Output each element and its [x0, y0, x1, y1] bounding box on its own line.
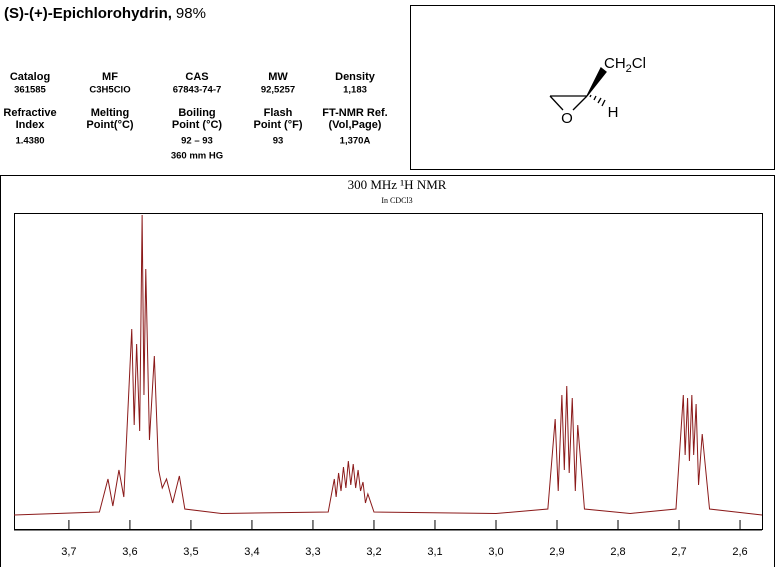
x-tick-label: 3,5 [183, 546, 198, 558]
oxygen: O [561, 110, 573, 127]
x-tick-label: 3,6 [122, 546, 137, 558]
hash-bond [589, 94, 606, 107]
property-label: FT-NMR Ref. [322, 107, 387, 119]
property-label: Index [16, 119, 46, 131]
molecule [549, 66, 607, 111]
bond [572, 95, 588, 111]
wedge-bond [586, 66, 607, 97]
x-tick-label: 3,2 [366, 546, 381, 558]
property-label: Point(°C) [86, 119, 134, 131]
property-value: 361585 [14, 85, 46, 96]
property-label: MW [268, 71, 288, 83]
property-label: Melting [91, 107, 130, 119]
x-tick-label: 3,3 [305, 546, 320, 558]
property-value: 93 [273, 136, 284, 147]
chart-title: 300 MHz ¹H NMR [348, 177, 447, 192]
spectrum-box [0, 175, 775, 567]
property-label: CAS [185, 71, 208, 83]
property-label: Flash [264, 107, 293, 119]
group-part: CH [604, 55, 626, 72]
property-value: 1,183 [343, 85, 367, 96]
property-label: MF [102, 71, 118, 83]
bond [549, 95, 564, 111]
property-label: Point (°F) [254, 119, 303, 131]
compound-title: (S)-(+)-Epichlorohydrin, 98% [4, 5, 206, 22]
x-tick-label: 2,9 [549, 546, 564, 558]
group: CH2Cl [604, 55, 646, 75]
purity: 98% [176, 5, 206, 22]
property-value: 1.4380 [15, 136, 44, 147]
x-tick-label: 2,8 [610, 546, 625, 558]
property-label: Boiling [178, 107, 215, 119]
property-label: Point (°C) [172, 119, 223, 131]
plot-frame [14, 213, 763, 530]
property-value: C3H5ClO [89, 85, 130, 96]
x-tick-label: 3,0 [488, 546, 503, 558]
spectrum-line [13, 214, 763, 516]
property-value: 92,5257 [261, 85, 295, 96]
x-tick-label: 3,4 [244, 546, 259, 558]
property-value: 92 – 93 [181, 136, 213, 147]
hydrogen: H [608, 104, 619, 121]
x-tick-label: 2,6 [732, 546, 747, 558]
x-tick-label: 3,7 [61, 546, 76, 558]
compound-name: (S)-(+)-Epichlorohydrin, [4, 5, 172, 22]
property-label: Refractive [3, 107, 56, 119]
chart-subtitle: In CDCl3 [381, 196, 412, 205]
group-part: Cl [632, 55, 646, 72]
group-sub: 2 [626, 63, 632, 75]
property-value: 1,370A [340, 136, 371, 147]
property-label: (Vol,Page) [329, 119, 382, 131]
property-label: Density [335, 71, 376, 83]
property-value: 360 mm HG [171, 151, 223, 162]
x-tick-label: 2,7 [671, 546, 686, 558]
property-label: Catalog [10, 71, 50, 83]
property-value: 67843-74-7 [173, 85, 222, 96]
x-tick-label: 3,1 [427, 546, 442, 558]
